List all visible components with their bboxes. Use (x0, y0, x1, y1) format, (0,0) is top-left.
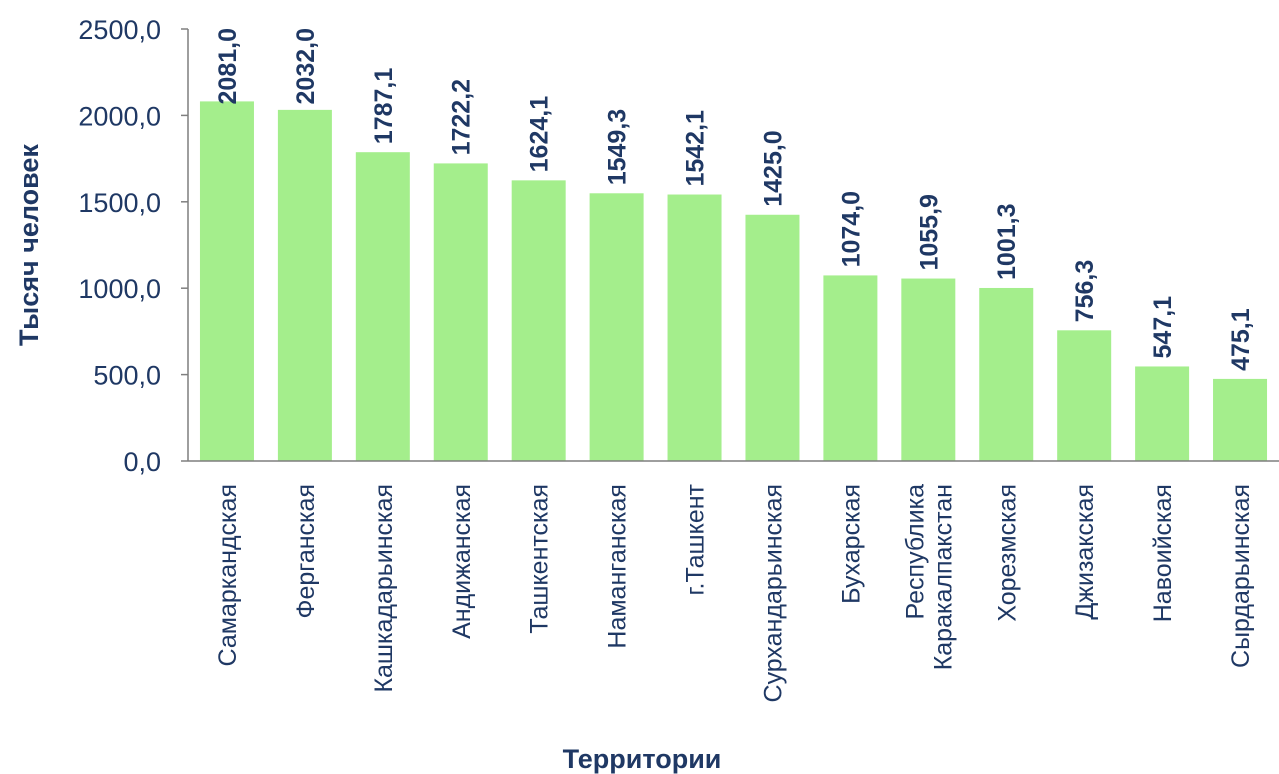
x-tick-label: Навоийская (1149, 484, 1177, 622)
x-tick-label: Андижанская (448, 484, 476, 639)
y-axis-title: Тысяч человек (14, 144, 44, 346)
y-tick-label: 2500,0 (78, 15, 161, 45)
bar (277, 109, 332, 462)
data-label: 1055,9 (915, 194, 943, 270)
bar (823, 275, 878, 461)
y-axis-title-group: Тысяч человек (14, 144, 44, 346)
x-tick-label: Ферганская (292, 484, 320, 619)
data-label: 2032,0 (292, 28, 320, 104)
data-label: 547,1 (1149, 296, 1177, 359)
x-axis-title: Территории (563, 744, 722, 774)
bar (1213, 378, 1268, 461)
data-label: 1722,2 (448, 79, 476, 155)
x-tick-label: Кашкадарьинская (370, 484, 398, 693)
x-tick-label: г.Ташкент (682, 483, 710, 595)
data-label: 756,3 (1071, 260, 1099, 323)
x-axis-ticks: Самаркандская Ферганская Кашкадарьинская Ан… (214, 483, 1255, 702)
bar (433, 163, 488, 461)
x-tick-label: Каракалпакстан (929, 484, 957, 670)
y-axis-ticks: 0,0 500,0 1000,0 1500,0 2000,0 2500,0 (78, 15, 188, 477)
bar (745, 214, 800, 461)
x-tick-label: Бухарская (837, 484, 865, 604)
data-label: 1624,1 (526, 96, 554, 173)
y-tick-label: 1000,0 (78, 274, 161, 304)
bar (901, 278, 956, 461)
x-tick-label: Наманганская (604, 484, 632, 649)
y-tick-label: 0,0 (123, 447, 161, 477)
x-tick-label: Республика (901, 484, 929, 620)
data-label: 1425,0 (759, 130, 787, 206)
x-tick-label: Хорезмская (993, 484, 1021, 622)
y-tick-label: 2000,0 (78, 101, 161, 131)
bar (1135, 366, 1190, 461)
y-tick-label: 1500,0 (78, 188, 161, 218)
bar (199, 101, 254, 461)
data-label: 1549,3 (604, 109, 632, 185)
x-axis-title-group: Территории (563, 744, 722, 774)
data-label: 1074,0 (837, 191, 865, 267)
data-labels-group: 2081,0 2032,0 1787,1 1722,2 1624,1 1549,3 1542… (214, 28, 1255, 371)
data-label: 1001,3 (993, 204, 1021, 280)
data-label: 475,1 (1227, 308, 1255, 371)
bar (355, 152, 410, 461)
bar (667, 194, 722, 461)
data-label: 1787,1 (370, 68, 398, 145)
x-tick-label: Джизакская (1071, 484, 1099, 620)
x-tick-label: Сурхандарьинская (759, 484, 787, 702)
x-tick-label: Ташкентская (526, 484, 554, 634)
bar (1057, 330, 1112, 461)
x-tick-label: Самаркандская (214, 484, 242, 666)
data-label: 2081,0 (214, 28, 242, 104)
bar (511, 180, 566, 461)
data-label: 1542,1 (682, 110, 710, 187)
y-tick-label: 500,0 (93, 361, 161, 391)
bars-group (199, 101, 1268, 462)
bar (979, 287, 1034, 461)
bar (589, 193, 644, 462)
x-tick-label: Сырдарьинская (1227, 484, 1255, 668)
